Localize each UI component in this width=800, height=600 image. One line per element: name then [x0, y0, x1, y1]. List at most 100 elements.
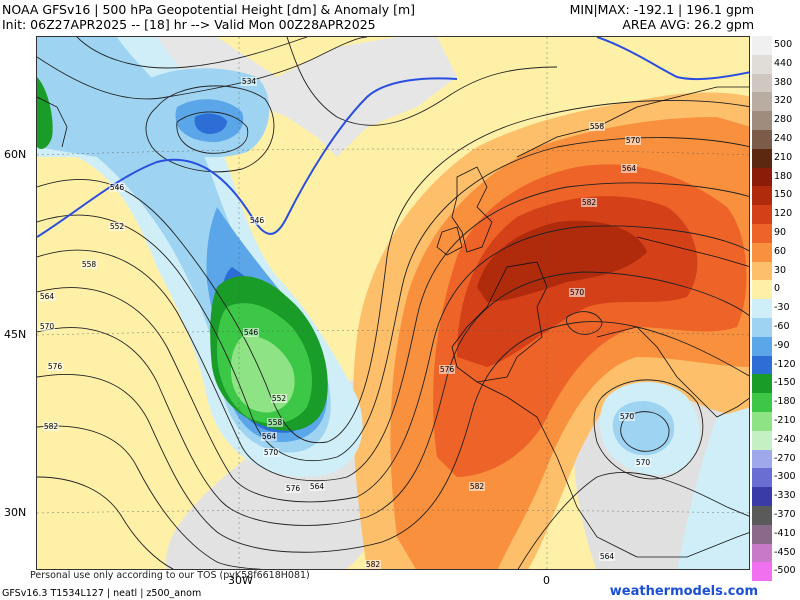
colorbar-level: 320	[752, 92, 800, 112]
contour-label-bg	[39, 322, 55, 331]
colorbar-label: -330	[774, 490, 796, 502]
contour-label: 582	[366, 560, 381, 569]
colorbar-level: -30	[752, 299, 800, 318]
colorbar-swatch	[752, 148, 772, 168]
colorbar-label: 180	[774, 170, 793, 182]
contour-label: 570	[40, 322, 55, 331]
colorbar-swatch	[752, 355, 772, 375]
colorbar-label: -150	[774, 377, 796, 389]
colorbar-swatch	[752, 36, 772, 55]
colorbar-level: 180	[752, 167, 800, 187]
contour-label: 552	[272, 394, 287, 403]
contour-label-bg	[621, 164, 637, 173]
colorbar-label: 500	[774, 39, 793, 50]
anomaly-field-minus-210	[230, 336, 295, 413]
contour-label-bg	[47, 362, 63, 371]
height-contours	[37, 37, 749, 569]
title-line-1: NOAA GFSv16 | 500 hPa Geopotential Heigh…	[2, 2, 415, 17]
colorbar-swatch	[752, 280, 772, 300]
map-stats: MIN|MAX: -192.1 | 196.1 gpm AREA AVG: 26…	[570, 2, 754, 32]
colorbar-level: 150	[752, 186, 800, 206]
iberia-france-coastline	[451, 261, 548, 383]
colorbar-swatch	[752, 393, 772, 412]
colorbar-label: -300	[774, 471, 796, 483]
contour-label: 546	[110, 183, 125, 192]
lat-label-45n: 45N	[4, 328, 27, 341]
contour-label: 570	[620, 412, 635, 421]
map-panel: 534 546 552 558 564 570 576 582 546 552 558 564 570 5…	[36, 36, 750, 570]
colorbar-level: -150	[752, 374, 800, 394]
anomaly-map: 534 546 552 558 564 570 576 582 546 552 558 564 570 5…	[37, 37, 749, 569]
area-avg-readout: AREA AVG: 26.2 gpm	[622, 17, 754, 32]
terms-note: Personal use only according to our TOS (…	[30, 570, 310, 581]
colorbar-swatch	[752, 167, 772, 187]
colorbar-label: -500	[774, 565, 796, 577]
title-line-2: Init: 06Z27APR2025 -- [18] hr --> Valid …	[2, 17, 376, 32]
contour-label-bg	[309, 482, 325, 491]
southeast-negative-field	[677, 407, 749, 569]
lat-label-60n: 60N	[4, 148, 27, 161]
colorbar-swatch	[752, 224, 772, 243]
contour-label-bg	[619, 412, 635, 421]
colorbar-level: -210	[752, 412, 800, 431]
far-left-low-anomaly	[37, 77, 53, 149]
colorbar-swatch	[752, 318, 772, 337]
italy-balkans-coastline	[596, 326, 749, 418]
colorbar-level: 500	[752, 36, 800, 55]
contour-label: 564	[262, 432, 277, 441]
contour-label: 564	[310, 482, 325, 491]
colorbar-level: 60	[752, 242, 800, 262]
contour-label: 582	[44, 422, 59, 431]
colorbar-label: -180	[774, 396, 796, 408]
contour-label-bg	[267, 418, 283, 427]
contour-label-bg	[635, 458, 651, 467]
coastlines	[37, 86, 749, 558]
colorbar-level: 120	[752, 205, 800, 224]
model-info: GFSv16.3 T1534L127 | neatl | z500_anom	[2, 588, 202, 599]
contour-label-bg	[249, 216, 265, 225]
colorbar-level: -500	[752, 562, 800, 582]
contour-label-bg	[243, 328, 259, 337]
contour-label-bg	[569, 288, 585, 297]
colorbar-label: 320	[774, 95, 793, 107]
colorbar-swatch	[752, 130, 772, 149]
contour-label: 576	[286, 484, 301, 493]
contour-label-bg	[271, 394, 287, 403]
contour-label-bg	[469, 482, 485, 491]
contour-label: 576	[440, 365, 455, 374]
colorbar-swatch	[752, 487, 772, 506]
colorbar-swatch	[752, 336, 772, 356]
colorbar-label: 280	[774, 114, 793, 126]
colorbar-swatch	[752, 430, 772, 450]
lat-label-30n: 30N	[4, 506, 27, 519]
colorbar-swatch	[752, 73, 772, 93]
contour-label-bg	[261, 432, 277, 441]
contour-label: 564	[622, 164, 637, 173]
colorbar-level: 90	[752, 224, 800, 243]
colorbar-level: 280	[752, 111, 800, 130]
colorbar-level: -240	[752, 430, 800, 450]
contour-label-bg	[439, 365, 455, 374]
contour-label-bg	[365, 560, 381, 569]
contour-label-bg	[109, 183, 125, 192]
colorbar-level: 30	[752, 261, 800, 281]
colorbar-level: -90	[752, 336, 800, 356]
contour-label-bg	[285, 484, 301, 493]
contour-label-bg	[625, 136, 641, 145]
upper-low-center	[194, 113, 227, 134]
contour-label-bg	[241, 77, 257, 86]
contour-label: 558	[268, 418, 283, 427]
colorbar-label: 120	[774, 208, 793, 220]
colorbar-level: 440	[752, 54, 800, 74]
contour-label-group: 534 546 552 558 564 570 576 582 546 552 558 564 570 5…	[39, 77, 651, 569]
contour-label: 564	[40, 292, 55, 301]
colorbar-label: -240	[774, 433, 796, 445]
lon-label-30w: 30W	[228, 574, 253, 587]
colorbar-label: 30	[774, 264, 787, 276]
brand-link[interactable]: weathermodels.com	[609, 584, 758, 599]
colorbar-legend: 500 440 380 320 280 240 210 180 150 120 90 60 30 0 -30…	[752, 36, 800, 586]
minmax-readout: MIN|MAX: -192.1 | 196.1 gpm	[569, 2, 754, 17]
colorbar-swatch	[752, 261, 772, 281]
colorbar-label: -370	[774, 509, 796, 520]
colorbar-label: -90	[774, 339, 790, 351]
